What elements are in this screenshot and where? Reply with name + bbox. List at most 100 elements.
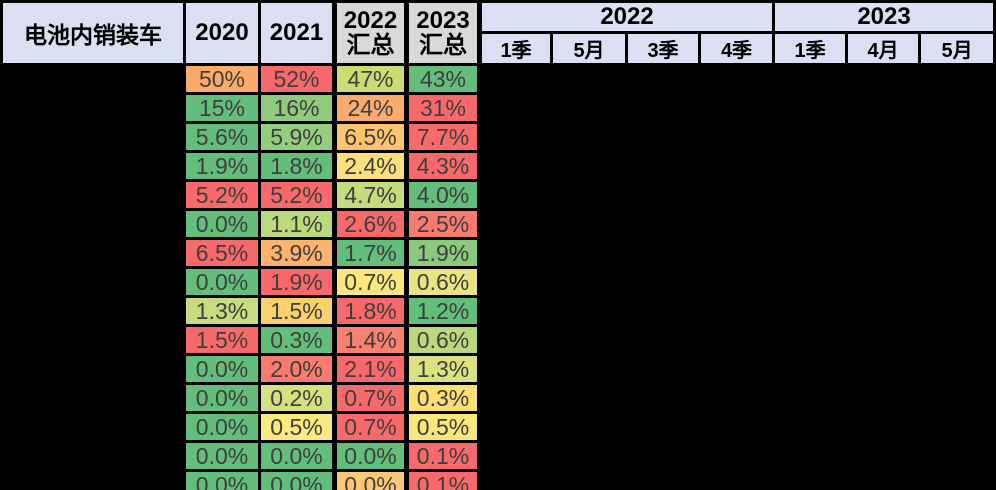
row-label-redacted [0, 440, 186, 472]
row-label-redacted [0, 324, 186, 356]
subcolumn-2022-q3: 3季 [625, 31, 701, 66]
cell-2022-total: 0.0% [332, 469, 408, 490]
cell-2020: 5.2% [183, 179, 261, 211]
cell-2021: 0.5% [258, 411, 336, 443]
cell-2020: 6.5% [183, 237, 261, 269]
header-row-2: 1季 5月 3季 4季 1季 4月 5月 [2, 31, 996, 66]
cell-2020: 5.6% [183, 121, 261, 153]
cell-2023-total: 4.0% [404, 179, 482, 211]
cell-2021: 5.2% [258, 179, 336, 211]
column-header-2023-total: 2023 汇总 [404, 0, 482, 66]
subcolumn-2023-q1: 1季 [772, 31, 849, 66]
period-cells-redacted [477, 382, 996, 414]
period-cells-redacted [477, 469, 996, 490]
year-group-2023: 2023 [772, 0, 996, 34]
period-cells-redacted [477, 92, 996, 124]
period-cells-redacted [477, 353, 996, 385]
subcolumn-2023-apr: 4月 [845, 31, 922, 66]
cell-2023-total: 0.6% [404, 324, 482, 356]
cell-2023-total: 1.2% [404, 295, 482, 327]
cell-2020: 0.0% [183, 208, 261, 240]
column-header-2021: 2021 [258, 0, 336, 66]
subcolumn-2023-may: 5月 [918, 31, 996, 66]
cell-2021: 3.9% [258, 237, 336, 269]
table-row: 1.3% 1.5% 1.8% 1.2% [0, 295, 996, 327]
cell-2022-total: 1.4% [332, 324, 408, 356]
cell-2022-total: 2.1% [332, 353, 408, 385]
row-label-redacted [0, 150, 186, 182]
row-label-redacted [0, 411, 186, 443]
period-cells-redacted [477, 411, 996, 443]
table-row: 0.0% 0.2% 0.7% 0.3% [0, 382, 996, 414]
row-label-redacted [0, 121, 186, 153]
header-row-1: 电池内销装车 2020 2021 2022 汇总 2023 汇总 2022 20… [0, 0, 996, 66]
period-cells-redacted [477, 63, 996, 95]
table-row: 1.9% 1.8% 2.4% 4.3% [0, 150, 996, 182]
cell-2020: 1.3% [183, 295, 261, 327]
row-label-redacted [0, 266, 186, 298]
period-cells-redacted [477, 324, 996, 356]
table-row: 50% 52% 47% 43% [0, 63, 996, 95]
row-label-redacted [0, 353, 186, 385]
table-row: 0.0% 2.0% 2.1% 1.3% [0, 353, 996, 385]
row-label-redacted [0, 295, 186, 327]
table-row: 5.2% 5.2% 4.7% 4.0% [0, 179, 996, 211]
table-row: 0.0% 0.5% 0.7% 0.5% [0, 411, 996, 443]
cell-2020: 1.5% [183, 324, 261, 356]
table-row: 15% 16% 24% 31% [0, 92, 996, 124]
row-label-redacted [0, 237, 186, 269]
cell-2023-total: 4.3% [404, 150, 482, 182]
column-header-2022-total: 2022 汇总 [332, 0, 408, 66]
table-row: 1.5% 0.3% 1.4% 0.6% [0, 324, 996, 356]
table-row: 5.6% 5.9% 6.5% 7.7% [0, 121, 996, 153]
row-label-redacted [0, 208, 186, 240]
period-cells-redacted [477, 121, 996, 153]
table-row: 0.0% 1.9% 0.7% 0.6% [0, 266, 996, 298]
cell-2021: 2.0% [258, 353, 336, 385]
table-title-cell: 电池内销装车 [0, 0, 186, 66]
subcolumn-2022-may: 5月 [550, 31, 628, 66]
period-cells-redacted [477, 440, 996, 472]
cell-2021: 1.9% [258, 266, 336, 298]
cell-2023-total: 0.6% [404, 266, 482, 298]
cell-2020: 0.0% [183, 469, 261, 490]
cell-2021: 5.9% [258, 121, 336, 153]
cell-2022-total: 0.0% [332, 440, 408, 472]
cell-2021: 0.2% [258, 382, 336, 414]
period-cells-redacted [477, 179, 996, 211]
cell-2021: 0.0% [258, 469, 336, 490]
row-label-redacted [0, 92, 186, 124]
row-label-redacted [0, 469, 186, 490]
row-label-redacted [0, 63, 186, 95]
cell-2022-total: 1.8% [332, 295, 408, 327]
row-label-redacted [0, 382, 186, 414]
cell-2022-total: 4.7% [332, 179, 408, 211]
cell-2021: 1.1% [258, 208, 336, 240]
cell-2020: 1.9% [183, 150, 261, 182]
period-cells-redacted [477, 150, 996, 182]
table-row: 6.5% 3.9% 1.7% 1.9% [0, 237, 996, 269]
cell-2023-total: 0.1% [404, 440, 482, 472]
cell-2020: 15% [183, 92, 261, 124]
cell-2020: 0.0% [183, 266, 261, 298]
table-row: 0.0% 1.1% 2.6% 2.5% [0, 208, 996, 240]
cell-2021: 16% [258, 92, 336, 124]
cell-2021: 52% [258, 63, 336, 95]
cell-2022-total: 2.6% [332, 208, 408, 240]
cell-2020: 0.0% [183, 353, 261, 385]
cell-2020: 0.0% [183, 382, 261, 414]
cell-2023-total: 0.1% [404, 469, 482, 490]
subcolumn-2022-q4: 4季 [697, 31, 776, 66]
cell-2021: 0.3% [258, 324, 336, 356]
cell-2023-total: 7.7% [404, 121, 482, 153]
cell-2022-total: 2.4% [332, 150, 408, 182]
cell-2023-total: 1.9% [404, 237, 482, 269]
subcolumn-2022-q1: 1季 [478, 31, 553, 66]
column-header-2020: 2020 [183, 0, 261, 66]
period-cells-redacted [477, 266, 996, 298]
cell-2022-total: 24% [332, 92, 408, 124]
cell-2023-total: 1.3% [404, 353, 482, 385]
year-group-2022: 2022 [477, 0, 776, 34]
row-label-redacted [0, 179, 186, 211]
